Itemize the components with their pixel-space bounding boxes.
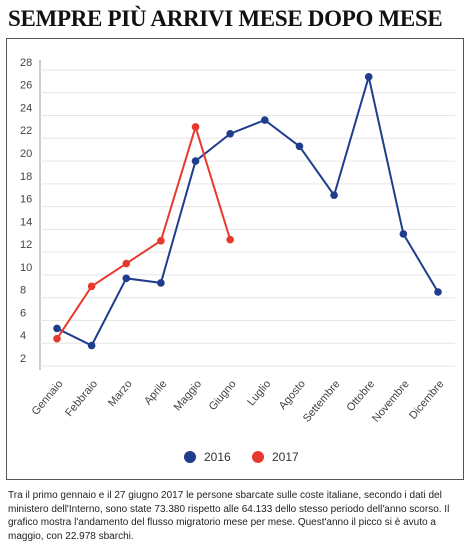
- x-tick-label: Giugno: [207, 378, 239, 413]
- y-tick-label: 26: [20, 80, 32, 92]
- point: [399, 230, 408, 238]
- y-tick-label: 2: [20, 353, 26, 365]
- x-tick-label: Gennaio: [30, 378, 66, 418]
- point: [53, 324, 61, 333]
- y-tick-label: 8: [20, 285, 26, 297]
- point: [191, 123, 200, 131]
- y-tick-label: 20: [20, 148, 32, 160]
- point: [226, 129, 234, 138]
- legend-swatch: [252, 451, 264, 463]
- caption: Tra il primo gennaio e il 27 giugno 2017…: [8, 490, 450, 542]
- chart-title: SEMPRE PIÙ ARRIVI MESE DOPO MESE: [8, 6, 443, 31]
- legend-swatch: [184, 451, 196, 463]
- series-line: [56, 123, 232, 340]
- point: [53, 334, 61, 343]
- x-tick-label: Dicembre: [407, 378, 446, 422]
- y-tick-label: 4: [20, 330, 26, 342]
- y-tick-label: 14: [20, 216, 32, 228]
- point: [157, 279, 165, 287]
- point: [87, 282, 96, 291]
- y-tick-label: 10: [20, 262, 32, 274]
- x-tick-label: Aprile: [142, 378, 169, 407]
- point: [191, 157, 200, 165]
- x-tick-label: Maggio: [172, 378, 204, 413]
- chart-frame: [6, 38, 464, 480]
- y-tick-label: 6: [20, 307, 26, 319]
- y-tick-label: 18: [20, 171, 32, 183]
- legend-label: 2016: [204, 450, 231, 464]
- x-tick-label: Febbraio: [63, 378, 100, 419]
- point: [157, 236, 165, 245]
- y-tick-label: 28: [20, 57, 32, 69]
- y-tick-label: 24: [20, 102, 32, 114]
- point: [434, 288, 442, 296]
- x-tick-label: Marzo: [106, 378, 135, 409]
- point: [87, 341, 96, 350]
- x-tick-label: Ottobre: [344, 378, 377, 414]
- x-tick-label: Luglio: [245, 378, 273, 408]
- point: [226, 235, 234, 244]
- y-tick-label: 22: [20, 125, 32, 137]
- y-tick-label: 16: [20, 194, 32, 206]
- point: [261, 116, 269, 124]
- y-tick-label: 12: [20, 239, 32, 251]
- series-line: [56, 76, 439, 347]
- legend-label: 2017: [272, 450, 299, 464]
- x-tick-label: Agosto: [277, 378, 308, 412]
- point: [295, 142, 304, 151]
- point: [364, 73, 373, 81]
- point: [122, 259, 131, 268]
- point: [122, 274, 131, 283]
- point: [330, 191, 338, 200]
